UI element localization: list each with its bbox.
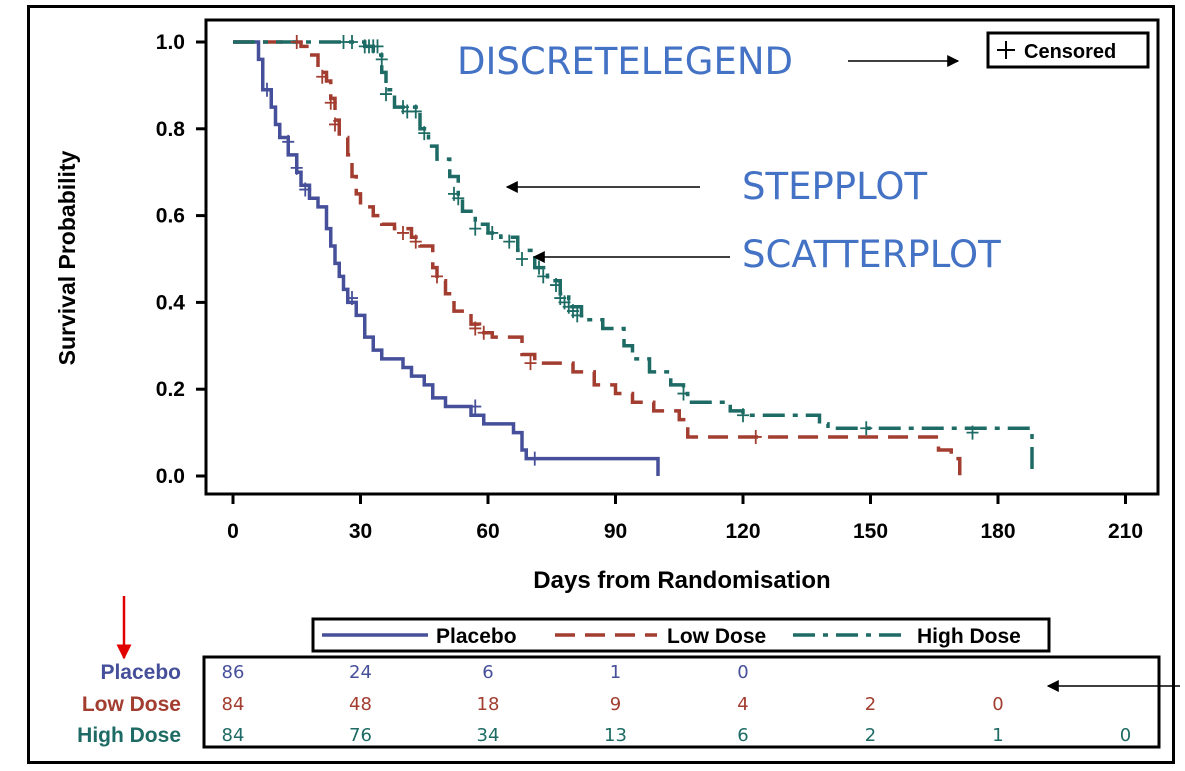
censor-mark: [431, 269, 443, 284]
legend-item-placebo-label: Placebo: [436, 625, 517, 648]
risk-row-high-dose-count: 0: [1120, 725, 1131, 746]
censor-mark: [299, 182, 312, 197]
risk-row-placebo-count: 24: [349, 662, 372, 683]
censor-mark: [860, 421, 873, 436]
x-tick-label: 60: [476, 520, 499, 543]
censored-legend-label: Censored: [1024, 41, 1116, 63]
censored-legend-marker: [997, 41, 1015, 59]
censor-mark: [469, 221, 482, 236]
censor-mark: [324, 95, 337, 110]
censored-legend-box: [986, 31, 1150, 69]
censor-mark: [290, 160, 303, 175]
censor-mark: [486, 225, 499, 240]
risk-row-placebo-count: 1: [610, 662, 621, 683]
x-tick-label: 150: [853, 520, 888, 543]
y-tick-label: 0.4: [156, 291, 186, 314]
censor-mark: [316, 69, 329, 84]
censor-mark: [571, 308, 584, 323]
censor-layer: [261, 35, 979, 466]
censor-mark: [375, 52, 388, 67]
censor-mark: [371, 39, 384, 54]
censor-mark: [516, 252, 528, 266]
censor-mark: [537, 269, 550, 284]
risk-row-high-dose-count: 6: [737, 725, 748, 746]
risk-row-high-dose-label: High Dose: [77, 724, 181, 747]
censor-mark: [477, 325, 490, 340]
risk-row-low-dose-count: 9: [610, 694, 621, 715]
censor-mark: [749, 429, 762, 444]
risk-row-high-dose-count: 1: [992, 725, 1003, 746]
x-tick-label: 90: [604, 520, 627, 543]
censor-mark: [469, 321, 482, 336]
risk-row-low-dose-label: Low Dose: [82, 693, 181, 716]
censor-mark: [452, 191, 465, 206]
risk-row-placebo-count: 6: [482, 662, 493, 683]
risk-row-placebo-count: 86: [222, 662, 245, 683]
censor-mark: [290, 35, 303, 49]
censor-mark: [550, 278, 562, 293]
risk-row-high-dose-count: 76: [349, 725, 372, 746]
y-tick-label: 0.0: [156, 465, 185, 488]
legend-item-low-dose-label: Low Dose: [667, 625, 766, 648]
censor-mark: [524, 356, 537, 371]
x-tick-label: 120: [725, 520, 760, 543]
censor-mark: [418, 126, 431, 141]
risk-row-low-dose-count: 0: [992, 694, 1003, 715]
censor-mark: [737, 408, 749, 423]
x-tick-label: 180: [980, 520, 1015, 543]
y-tick-label: 0.8: [156, 118, 186, 141]
plot-frame: [204, 18, 1160, 496]
censor-mark: [503, 234, 516, 249]
y-tick-label: 1.0: [156, 31, 185, 54]
annotation-scatterplot: SCATTERPLOT: [742, 233, 1001, 276]
censor-mark: [533, 260, 545, 275]
censor-mark: [346, 291, 358, 306]
x-tick-label: 210: [1108, 520, 1143, 543]
legend-item-high-dose-label: High Dose: [917, 625, 1021, 648]
x-tick-label: 0: [227, 520, 239, 543]
x-axis-label: Days from Randomisation: [533, 567, 830, 594]
risk-row-low-dose-count: 48: [349, 694, 372, 715]
arrow-layer: [116, 55, 1180, 692]
series-legend-box: [311, 617, 1051, 653]
y-axis-label: Survival Probability: [54, 150, 80, 365]
y-tick-label: 0.6: [156, 205, 185, 228]
censor-mark: [397, 225, 409, 240]
risk-row-placebo-label: Placebo: [100, 661, 181, 684]
risk-row-low-dose-count: 4: [737, 694, 748, 715]
risk-table-box: [202, 655, 1161, 749]
placebo-curve: [233, 40, 660, 476]
censor-mark: [282, 134, 295, 149]
censor-mark: [380, 87, 392, 102]
censor-mark: [677, 386, 690, 401]
risk-row-low-dose-count: 2: [865, 694, 876, 715]
y-tick-label: 0.2: [156, 378, 185, 401]
censor-mark: [528, 451, 541, 466]
risk-row-high-dose-count: 2: [865, 725, 876, 746]
risk-row-high-dose-count: 13: [604, 725, 627, 746]
censor-mark: [409, 234, 422, 249]
risk-row-high-dose-count: 34: [477, 725, 500, 746]
figure-frame: [27, 5, 1175, 764]
x-tick-label: 30: [349, 520, 372, 543]
risk-row-high-dose-count: 84: [222, 725, 245, 746]
censor-mark: [346, 35, 358, 49]
censor-mark: [966, 425, 979, 440]
censor-mark: [469, 399, 482, 414]
censor-mark: [409, 104, 422, 119]
risk-row-low-dose-count: 18: [477, 694, 500, 715]
censor-mark: [329, 117, 341, 132]
annotation-discretelegend: DISCRETELEGEND: [457, 40, 793, 83]
annotation-stepplot: STEPPLOT: [742, 165, 928, 208]
censor-mark: [261, 82, 273, 97]
risk-row-low-dose-count: 84: [222, 694, 245, 715]
risk-row-placebo-count: 0: [737, 662, 748, 683]
axes-layer: 0 30 60 90 120 150 180 210 0.0 0.2 0.4 0.6 0.8 1.0 Day…: [54, 18, 1160, 594]
